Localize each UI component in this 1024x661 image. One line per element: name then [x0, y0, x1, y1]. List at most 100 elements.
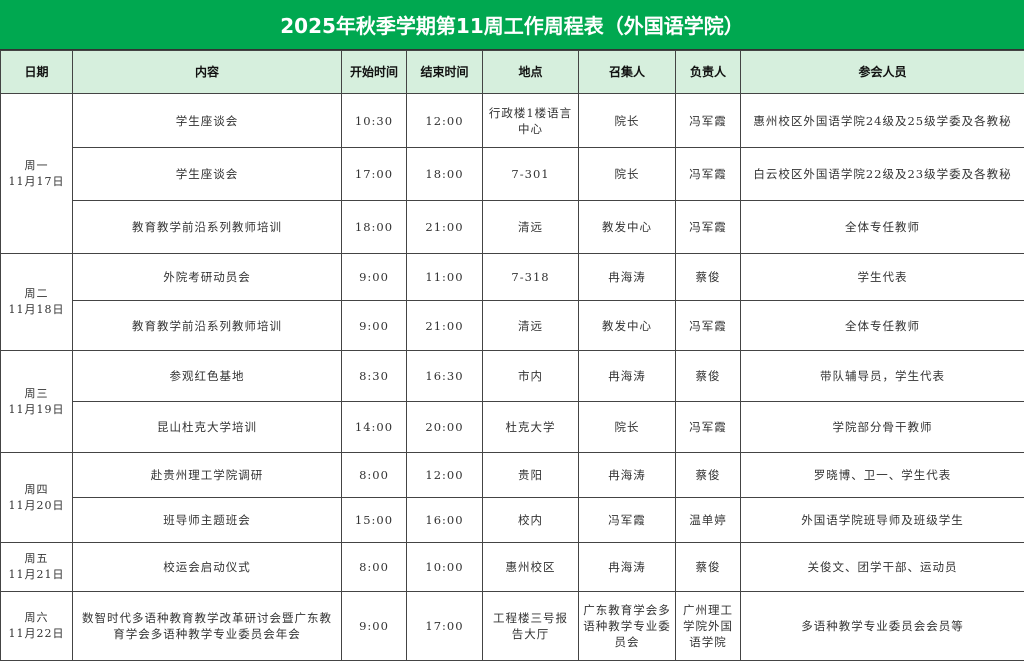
cell-attendees: 学生代表 — [741, 254, 1024, 301]
day-label: 周五 — [5, 551, 68, 567]
header-row: 日期内容开始时间结束时间地点召集人负责人参会人员 — [1, 51, 1024, 94]
cell-end-time: 21:00 — [407, 201, 483, 254]
cell-attendees: 关俊文、团学干部、运动员 — [741, 543, 1024, 592]
cell-attendees: 罗晓博、卫一、学生代表 — [741, 453, 1024, 498]
cell-attendees: 带队辅导员，学生代表 — [741, 351, 1024, 402]
header-start-time: 开始时间 — [342, 51, 407, 94]
cell-attendees: 多语种教学专业委员会会员等 — [741, 592, 1024, 661]
cell-convener: 冉海涛 — [579, 351, 676, 402]
cell-location: 清远 — [483, 201, 579, 254]
cell-convener: 院长 — [579, 148, 676, 201]
cell-person-in-charge: 广州理工学院外国语学院 — [676, 592, 741, 661]
cell-start-time: 8:00 — [342, 543, 407, 592]
cell-end-time: 20:00 — [407, 402, 483, 453]
cell-end-time: 21:00 — [407, 301, 483, 351]
cell-content: 赴贵州理工学院调研 — [73, 453, 342, 498]
cell-content: 参观红色基地 — [73, 351, 342, 402]
cell-location: 惠州校区 — [483, 543, 579, 592]
date-label: 11月22日 — [5, 626, 68, 642]
cell-end-time: 12:00 — [407, 94, 483, 148]
cell-person-in-charge: 冯军霞 — [676, 402, 741, 453]
cell-convener: 院长 — [579, 94, 676, 148]
date-label: 11月20日 — [5, 498, 68, 514]
cell-person-in-charge: 冯军霞 — [676, 201, 741, 254]
cell-start-time: 9:00 — [342, 254, 407, 301]
cell-end-time: 16:00 — [407, 498, 483, 543]
cell-convener: 冉海涛 — [579, 254, 676, 301]
cell-person-in-charge: 蔡俊 — [676, 351, 741, 402]
date-label: 11月21日 — [5, 567, 68, 583]
cell-person-in-charge: 冯军霞 — [676, 301, 741, 351]
cell-end-time: 17:00 — [407, 592, 483, 661]
cell-content: 学生座谈会 — [73, 148, 342, 201]
cell-location: 校内 — [483, 498, 579, 543]
cell-convener: 教发中心 — [579, 201, 676, 254]
cell-location: 清远 — [483, 301, 579, 351]
cell-attendees: 全体专任教师 — [741, 201, 1024, 254]
header-date: 日期 — [1, 51, 73, 94]
cell-convener: 教发中心 — [579, 301, 676, 351]
cell-start-time: 9:00 — [342, 592, 407, 661]
cell-content: 昆山杜克大学培训 — [73, 402, 342, 453]
cell-end-time: 12:00 — [407, 453, 483, 498]
cell-location: 7-301 — [483, 148, 579, 201]
header-content: 内容 — [73, 51, 342, 94]
cell-attendees: 全体专任教师 — [741, 301, 1024, 351]
cell-person-in-charge: 蔡俊 — [676, 453, 741, 498]
cell-start-time: 8:00 — [342, 453, 407, 498]
cell-end-time: 18:00 — [407, 148, 483, 201]
cell-start-time: 9:00 — [342, 301, 407, 351]
day-label: 周二 — [5, 286, 68, 302]
cell-content: 校运会启动仪式 — [73, 543, 342, 592]
cell-end-time: 10:00 — [407, 543, 483, 592]
day-label: 周六 — [5, 610, 68, 626]
header-location: 地点 — [483, 51, 579, 94]
cell-convener: 院长 — [579, 402, 676, 453]
day-label: 周四 — [5, 482, 68, 498]
cell-attendees: 学院部分骨干教师 — [741, 402, 1024, 453]
cell-start-time: 15:00 — [342, 498, 407, 543]
header-person-in-charge: 负责人 — [676, 51, 741, 94]
cell-content: 教育教学前沿系列教师培训 — [73, 201, 342, 254]
cell-person-in-charge: 蔡俊 — [676, 543, 741, 592]
cell-start-time: 18:00 — [342, 201, 407, 254]
cell-content: 外院考研动员会 — [73, 254, 342, 301]
cell-convener: 冉海涛 — [579, 543, 676, 592]
header-attendees: 参会人员 — [741, 51, 1024, 94]
cell-convener: 广东教育学会多语种教学专业委员会 — [579, 592, 676, 661]
cell-content: 教育教学前沿系列教师培训 — [73, 301, 342, 351]
day-label: 周三 — [5, 386, 68, 402]
cell-end-time: 11:00 — [407, 254, 483, 301]
date-label: 11月18日 — [5, 302, 68, 318]
cell-attendees: 白云校区外国语学院22级及23级学委及各教秘 — [741, 148, 1024, 201]
cell-content: 数智时代多语种教育教学改革研讨会暨广东教育学会多语种教学专业委员会年会 — [73, 592, 342, 661]
cell-attendees: 外国语学院班导师及班级学生 — [741, 498, 1024, 543]
cell-location: 贵阳 — [483, 453, 579, 498]
cell-location: 行政楼1楼语言中心 — [483, 94, 579, 148]
cell-convener: 冉海涛 — [579, 453, 676, 498]
cell-location: 工程楼三号报告大厅 — [483, 592, 579, 661]
page-title: 2025年秋季学期第11周工作周程表（外国语学院） — [0, 0, 1024, 50]
date-label: 11月19日 — [5, 402, 68, 418]
day-label: 周一 — [5, 158, 68, 174]
cell-person-in-charge: 冯军霞 — [676, 148, 741, 201]
date-label: 11月17日 — [5, 174, 68, 190]
cell-person-in-charge: 蔡俊 — [676, 254, 741, 301]
